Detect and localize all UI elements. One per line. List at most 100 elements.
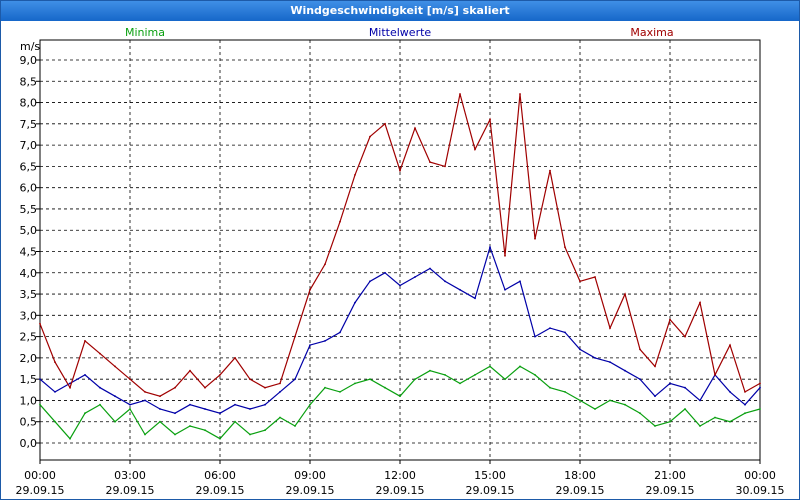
data-point-minima xyxy=(759,408,761,410)
y-tick-label: 7,5 xyxy=(20,118,38,131)
data-point-mittelwerte xyxy=(324,340,326,342)
data-point-maxima xyxy=(189,369,191,372)
data-point-maxima xyxy=(579,280,581,283)
data-point-minima xyxy=(474,374,476,376)
data-point-maxima xyxy=(159,395,161,398)
data-point-minima xyxy=(159,420,161,423)
data-point-minima xyxy=(189,425,191,427)
data-point-maxima xyxy=(324,263,326,266)
y-tick-label: 0,5 xyxy=(20,416,38,429)
y-tick-label: 8,0 xyxy=(20,97,38,110)
data-point-maxima xyxy=(369,135,371,138)
data-point-mittelwerte xyxy=(174,412,176,415)
data-point-mittelwerte xyxy=(204,408,206,410)
data-point-mittelwerte xyxy=(384,271,386,274)
data-point-mittelwerte xyxy=(459,288,461,291)
data-point-maxima xyxy=(489,118,491,121)
y-tick-label: 3,0 xyxy=(20,309,38,322)
data-point-mittelwerte xyxy=(729,391,731,393)
data-point-maxima xyxy=(384,122,386,125)
data-point-mittelwerte xyxy=(219,412,221,415)
data-point-maxima xyxy=(114,365,116,368)
data-point-minima xyxy=(699,425,701,427)
x-tick-date-label: 29.09.15 xyxy=(556,484,605,497)
y-tick-label: 0,0 xyxy=(20,437,38,450)
data-point-minima xyxy=(54,420,56,423)
data-point-minima xyxy=(114,420,116,423)
x-tick-date-label: 30.09.15 xyxy=(736,484,785,497)
data-point-maxima xyxy=(399,169,401,172)
x-tick-time-label: 09:00 xyxy=(294,469,326,482)
data-point-maxima xyxy=(504,254,506,257)
data-point-minima xyxy=(504,378,506,381)
data-point-minima xyxy=(204,429,206,432)
data-point-mittelwerte xyxy=(249,408,251,410)
data-point-mittelwerte xyxy=(504,288,506,291)
data-point-maxima xyxy=(699,301,701,304)
data-point-maxima xyxy=(234,357,236,359)
data-point-maxima xyxy=(534,237,536,240)
data-point-maxima xyxy=(279,382,281,385)
y-tick-label: 5,0 xyxy=(20,224,38,237)
data-point-minima xyxy=(414,378,416,381)
data-point-maxima xyxy=(444,165,446,168)
data-point-mittelwerte xyxy=(639,378,641,381)
data-point-maxima xyxy=(564,246,566,249)
data-point-mittelwerte xyxy=(489,246,491,249)
data-point-maxima xyxy=(759,382,761,385)
legend-item-mittelwerte: Mittelwerte xyxy=(369,26,432,39)
data-point-mittelwerte xyxy=(669,382,671,385)
data-point-maxima xyxy=(39,322,41,325)
y-tick-label: 2,0 xyxy=(20,352,38,365)
data-point-mittelwerte xyxy=(654,395,656,398)
data-point-mittelwerte xyxy=(339,331,341,334)
data-point-minima xyxy=(279,416,281,419)
data-point-mittelwerte xyxy=(294,378,296,381)
data-point-minima xyxy=(354,382,356,385)
data-point-minima xyxy=(294,425,296,427)
x-tick-time-label: 21:00 xyxy=(654,469,686,482)
y-tick-label: 1,0 xyxy=(20,394,38,407)
data-point-mittelwerte xyxy=(54,391,56,393)
data-point-maxima xyxy=(204,386,206,389)
data-point-mittelwerte xyxy=(354,301,356,304)
data-point-maxima xyxy=(639,348,641,351)
x-tick-date-label: 29.09.15 xyxy=(286,484,335,497)
data-point-mittelwerte xyxy=(84,374,86,376)
data-point-mittelwerte xyxy=(624,369,626,372)
data-point-minima xyxy=(39,403,41,406)
legend-item-maxima: Maxima xyxy=(630,26,673,39)
data-point-minima xyxy=(99,403,101,406)
data-point-maxima xyxy=(624,293,626,295)
data-point-minima xyxy=(219,437,221,440)
data-point-mittelwerte xyxy=(684,386,686,389)
data-point-maxima xyxy=(429,161,431,164)
data-point-maxima xyxy=(264,386,266,389)
data-point-maxima xyxy=(519,93,521,95)
data-point-maxima xyxy=(54,361,56,363)
data-point-minima xyxy=(384,386,386,389)
data-point-mittelwerte xyxy=(579,348,581,351)
data-point-minima xyxy=(639,412,641,415)
data-point-minima xyxy=(129,408,131,410)
y-tick-label: 5,5 xyxy=(20,203,38,216)
data-point-minima xyxy=(519,365,521,368)
x-tick-date-label: 29.09.15 xyxy=(466,484,515,497)
data-point-minima xyxy=(309,403,311,406)
data-point-mittelwerte xyxy=(234,403,236,406)
data-point-minima xyxy=(339,391,341,393)
data-point-minima xyxy=(84,412,86,415)
data-point-minima xyxy=(249,433,251,436)
x-tick-time-label: 00:00 xyxy=(24,469,56,482)
y-tick-label: 3,5 xyxy=(20,288,38,301)
data-point-maxima xyxy=(69,386,71,389)
data-point-maxima xyxy=(144,391,146,393)
y-tick-label: 9,0 xyxy=(20,54,38,67)
data-point-minima xyxy=(144,433,146,436)
y-tick-label: 4,0 xyxy=(20,267,38,280)
data-point-mittelwerte xyxy=(474,297,476,300)
data-point-minima xyxy=(174,433,176,436)
data-point-minima xyxy=(444,374,446,376)
data-point-mittelwerte xyxy=(534,335,536,338)
data-point-maxima xyxy=(339,220,341,223)
